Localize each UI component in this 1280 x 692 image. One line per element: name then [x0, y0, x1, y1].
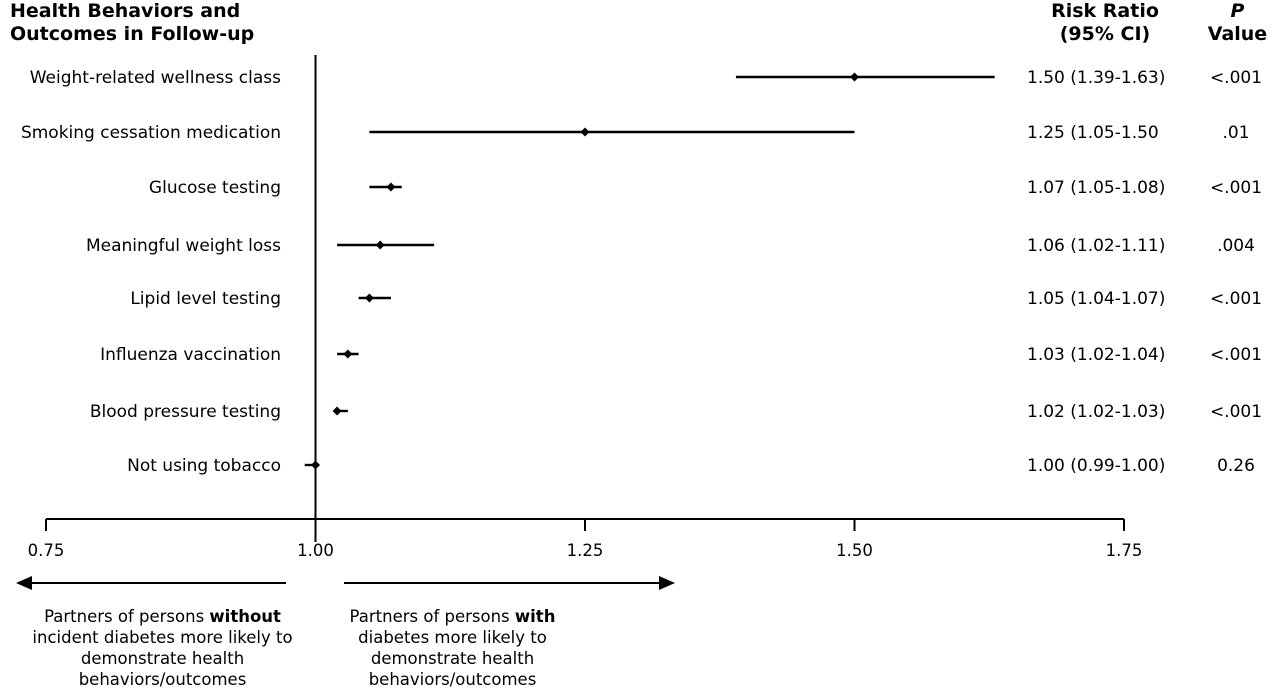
row-label: Weight-related wellness class: [30, 68, 281, 88]
p-value: .01: [1222, 123, 1249, 143]
right-note-post: diabetes more likely to demonstrate heal…: [358, 628, 547, 689]
row-label: Smoking cessation medication: [21, 123, 281, 143]
row-label: Glucose testing: [149, 178, 281, 198]
risk-ratio-value: 1.06 (1.02-1.11): [1027, 236, 1165, 256]
p-value: <.001: [1210, 68, 1262, 88]
right-direction-note: Partners of persons with diabetes more l…: [315, 606, 590, 690]
row-label: Lipid level testing: [130, 289, 281, 309]
p-value: <.001: [1210, 402, 1262, 422]
right-note-pre: Partners of persons: [349, 607, 515, 626]
x-tick-label: 1.25: [567, 541, 604, 560]
risk-ratio-header-line1: Risk Ratio: [1051, 0, 1159, 22]
x-tick-label: 0.75: [28, 541, 65, 560]
p-value: <.001: [1210, 178, 1262, 198]
p-value-header: P Value: [1200, 0, 1275, 46]
risk-ratio-value: 1.03 (1.02-1.04): [1027, 345, 1165, 365]
x-tick-label: 1.50: [836, 541, 873, 560]
row-label: Blood pressure testing: [90, 402, 281, 422]
risk-ratio-value: 1.07 (1.05-1.08): [1027, 178, 1165, 198]
point-estimate-marker: [332, 406, 342, 416]
left-note-pre: Partners of persons: [44, 607, 210, 626]
risk-ratio-value: 1.05 (1.04-1.07): [1027, 289, 1165, 309]
risk-ratio-value: 1.25 (1.05-1.50: [1027, 123, 1159, 143]
point-estimate-marker: [311, 460, 320, 470]
left-note-post: incident diabetes more likely to demonst…: [32, 628, 293, 689]
row-label: Influenza vaccination: [100, 345, 281, 365]
right-arrow-head: [659, 576, 675, 590]
p-value-header-line1: P: [1230, 0, 1245, 22]
risk-ratio-header: Risk Ratio (95% CI): [1020, 0, 1190, 46]
left-note-bold: without: [209, 607, 281, 626]
left-arrow-head: [16, 576, 32, 590]
point-estimate-marker: [386, 182, 396, 192]
p-value: <.001: [1210, 345, 1262, 365]
x-tick-label: 1.75: [1106, 541, 1143, 560]
p-value: 0.26: [1217, 456, 1255, 476]
row-label: Not using tobacco: [127, 456, 281, 476]
left-direction-note: Partners of persons without incident dia…: [20, 606, 305, 690]
right-note-bold: with: [514, 607, 556, 626]
p-value-header-line2: Value: [1207, 23, 1268, 45]
x-tick-label: 1.00: [297, 541, 334, 560]
p-value: <.001: [1210, 289, 1262, 309]
row-label-header-line1: Health Behaviors and: [10, 0, 241, 22]
risk-ratio-value: 1.00 (0.99-1.00): [1027, 456, 1165, 476]
point-estimate-marker: [343, 349, 353, 359]
risk-ratio-header-line2: (95% CI): [1059, 23, 1151, 45]
risk-ratio-value: 1.02 (1.02-1.03): [1027, 402, 1165, 422]
row-label-header: Health Behaviors and Outcomes in Follow-…: [10, 0, 254, 46]
point-estimate-marker: [850, 72, 859, 82]
point-estimate-marker: [364, 293, 374, 303]
point-estimate-marker: [580, 127, 590, 137]
row-label: Meaningful weight loss: [86, 236, 281, 256]
row-label-header-line2: Outcomes in Follow-up: [10, 23, 255, 45]
risk-ratio-value: 1.50 (1.39-1.63): [1027, 68, 1165, 88]
p-value: .004: [1217, 236, 1255, 256]
point-estimate-marker: [375, 240, 385, 250]
